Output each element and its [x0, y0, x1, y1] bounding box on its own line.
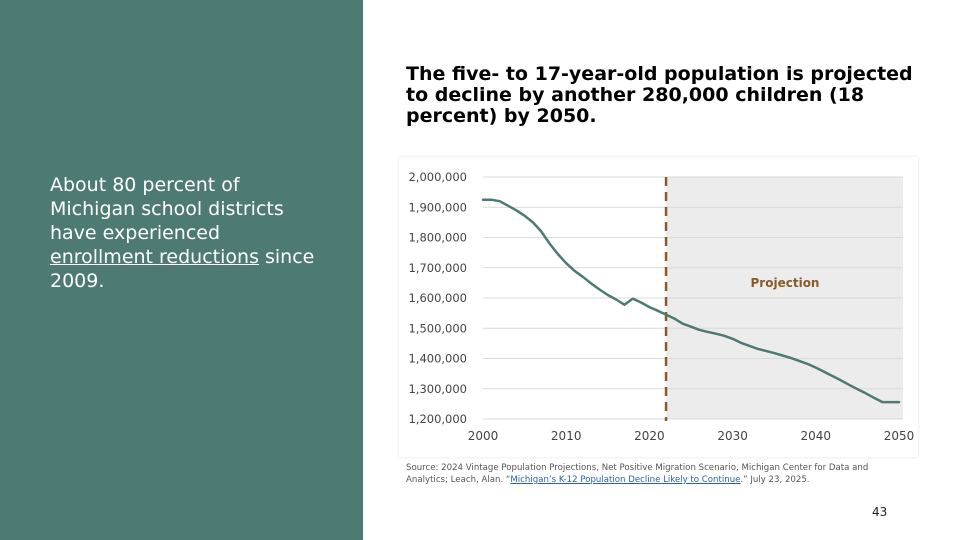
y-tick-label: 1,200,000	[408, 412, 467, 426]
page-number: 43	[872, 505, 888, 519]
left-panel-text: About 80 percent of Michigan school dist…	[50, 173, 320, 293]
y-tick-label: 2,000,000	[408, 170, 467, 184]
source-text-before: Source: 2024 Vintage Population Projecti…	[406, 463, 869, 485]
y-tick-label: 1,300,000	[408, 382, 467, 396]
population-series-line	[481, 198, 901, 404]
y-tick-label: 1,600,000	[408, 291, 467, 305]
left-text-after: since 2009.	[50, 246, 315, 292]
headline: The five- to 17-year-old population is p…	[406, 63, 913, 127]
y-tick-label: 1,800,000	[408, 231, 467, 245]
x-tick-label: 2000	[468, 429, 499, 443]
x-tick-label: 2050	[884, 429, 915, 443]
x-tick-label: 2010	[551, 429, 582, 443]
enrollment-reductions-link[interactable]: enrollment reductions	[50, 246, 259, 268]
chart-container: 1,200,000 1,300,000 1,400,000 1,500,000 1,60…	[399, 157, 918, 457]
y-tick-label: 1,400,000	[408, 352, 467, 366]
x-tick-label: 2040	[801, 429, 832, 443]
source-text-after: .” July 23, 2025.	[740, 475, 810, 485]
source-article-link[interactable]: Michigan’s K-12 Population Decline Likel…	[510, 475, 741, 485]
x-tick-label: 2020	[634, 429, 665, 443]
x-tick-label: 2030	[717, 429, 748, 443]
projection-label: Projection	[751, 276, 820, 290]
left-panel: About 80 percent of Michigan school dist…	[0, 0, 363, 540]
left-text-before: About 80 percent of Michigan school dist…	[50, 174, 284, 244]
y-tick-label: 1,700,000	[408, 261, 467, 275]
y-tick-label: 1,500,000	[408, 321, 467, 335]
source-note: Source: 2024 Vintage Population Projecti…	[406, 462, 906, 486]
population-line-chart: 1,200,000 1,300,000 1,400,000 1,500,000 1,60…	[408, 170, 915, 443]
y-tick-label: 1,900,000	[408, 200, 467, 214]
